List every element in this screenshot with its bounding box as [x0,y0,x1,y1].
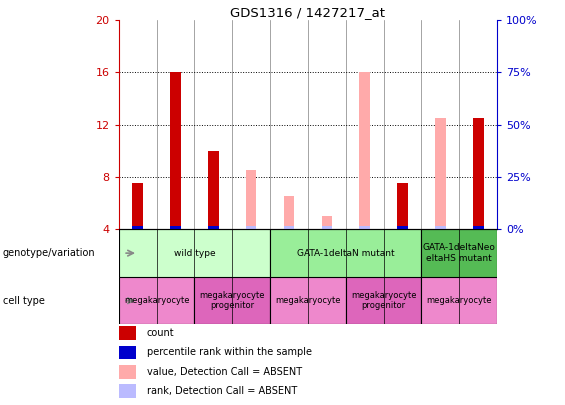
Text: cell type: cell type [3,296,45,306]
Bar [321,216,332,281]
Text: megakaryocyte: megakaryocyte [275,296,341,305]
Bar [473,226,484,281]
Bar [346,277,421,324]
Bar [359,72,370,281]
Bar [119,384,136,398]
Bar [119,345,136,359]
Text: wild type: wild type [173,249,215,258]
Bar [321,226,332,281]
Text: value, Detection Call = ABSENT: value, Detection Call = ABSENT [147,367,302,377]
Bar [397,183,408,281]
Bar [397,226,408,281]
Text: percentile rank within the sample: percentile rank within the sample [147,347,312,358]
Bar [435,118,446,281]
Bar [119,229,270,277]
Text: megakaryocyte
progenitor: megakaryocyte progenitor [351,291,416,310]
Text: GATA-1deltaNeo
eltaHS mutant: GATA-1deltaNeo eltaHS mutant [423,243,496,263]
Text: megakaryocyte: megakaryocyte [124,296,189,305]
Text: rank, Detection Call = ABSENT: rank, Detection Call = ABSENT [147,386,297,396]
Bar [208,226,219,281]
Bar [170,72,181,281]
Bar [284,196,294,281]
Text: genotype/variation: genotype/variation [3,248,95,258]
Bar [246,226,257,281]
Bar [119,277,194,324]
Bar [119,365,136,379]
Bar [473,118,484,281]
Bar [194,277,270,324]
Text: GATA-1deltaN mutant: GATA-1deltaN mutant [297,249,394,258]
Bar [246,170,257,281]
Bar [208,151,219,281]
Bar [170,226,181,281]
Text: count: count [147,328,175,338]
Text: megakaryocyte
progenitor: megakaryocyte progenitor [199,291,265,310]
Bar [270,277,346,324]
Bar [270,229,421,277]
Bar [284,226,294,281]
Bar [119,326,136,340]
Text: megakaryocyte: megakaryocyte [427,296,492,305]
Bar [132,226,143,281]
Bar [435,226,446,281]
Title: GDS1316 / 1427217_at: GDS1316 / 1427217_at [231,6,385,19]
Bar [421,229,497,277]
Bar [421,277,497,324]
Bar [359,226,370,281]
Bar [132,183,143,281]
